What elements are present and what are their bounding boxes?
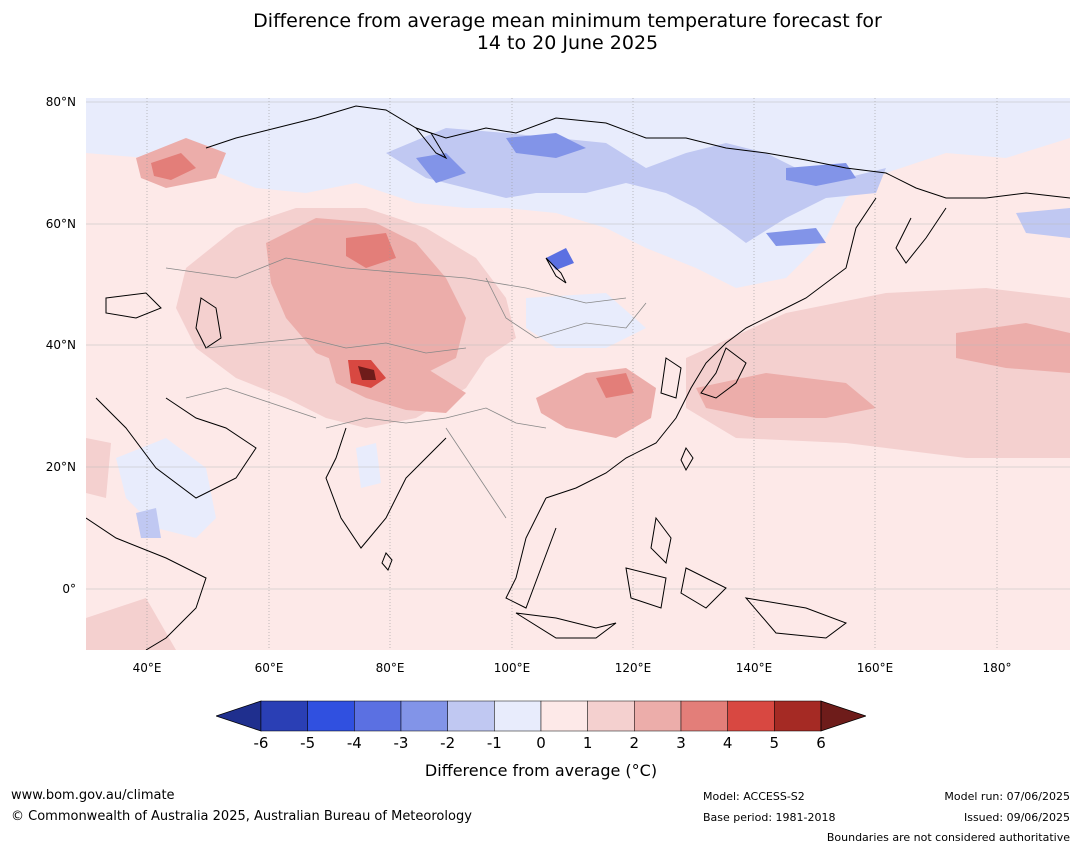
lat-label-20n: 20°N bbox=[45, 460, 76, 474]
cool-region-india bbox=[356, 443, 381, 488]
cool-region-mongolia bbox=[526, 293, 646, 348]
lon-label-180: 180° bbox=[982, 661, 1012, 675]
colorbar-tick-label: 1 bbox=[582, 734, 593, 752]
colorbar-segments bbox=[216, 700, 866, 732]
colorbar-tick-label: -5 bbox=[300, 734, 316, 752]
colorbar-segment bbox=[680, 700, 728, 732]
footer-base-period: Base period: 1981-2018 bbox=[703, 811, 836, 824]
footer-model: Model: ACCESS-S2 bbox=[703, 790, 805, 803]
colorbar-tick-label: 4 bbox=[722, 734, 733, 752]
colorbar-segment bbox=[587, 700, 635, 732]
colorbar-segment bbox=[354, 700, 402, 732]
colorbar-max-extension bbox=[820, 700, 866, 732]
warm-region-scandinavia-2 bbox=[151, 153, 196, 180]
lon-label-40e: 40°E bbox=[132, 661, 162, 675]
colorbar-tick-label: -6 bbox=[253, 734, 269, 752]
warm-region-africa bbox=[86, 598, 176, 650]
lon-label-140e: 140°E bbox=[735, 661, 773, 675]
forecast-map bbox=[86, 98, 1070, 650]
cool-region-siberia-2 bbox=[416, 153, 466, 183]
latitude-gridlines bbox=[86, 101, 1070, 590]
cool-region-siberia-4 bbox=[786, 163, 856, 186]
colorbar-segment bbox=[400, 700, 448, 732]
lat-label-80n: 80°N bbox=[45, 95, 76, 109]
country-borders bbox=[165, 257, 647, 519]
colorbar-tick-label: -1 bbox=[486, 734, 502, 752]
footer-website: www.bom.gov.au/climate bbox=[11, 788, 175, 803]
warm-region-china-east-2 bbox=[596, 373, 634, 398]
footer-disclaimer: Boundaries are not considered authoritat… bbox=[826, 831, 1070, 844]
cool-region-siberia-3 bbox=[506, 133, 586, 158]
coastlines bbox=[86, 105, 1070, 650]
colorbar-segment bbox=[494, 700, 542, 732]
colorbar bbox=[216, 700, 866, 732]
colorbar-tick-label: 2 bbox=[629, 734, 640, 752]
lon-label-120e: 120°E bbox=[614, 661, 652, 675]
colorbar-segment bbox=[307, 700, 355, 732]
warm-region-red-sea bbox=[86, 438, 111, 498]
colorbar-tick-label: 5 bbox=[769, 734, 780, 752]
colorbar-tick-label: 0 bbox=[536, 734, 546, 752]
footer-issued: Issued: 09/06/2025 bbox=[963, 811, 1070, 824]
colorbar-tick-label: 3 bbox=[676, 734, 686, 752]
colorbar-segment bbox=[540, 700, 588, 732]
lat-label-0: 0° bbox=[62, 582, 76, 596]
colorbar-segment bbox=[447, 700, 495, 732]
warm-region-tibet-3 bbox=[358, 366, 376, 380]
footer-copyright: © Commonwealth of Australia 2025, Austra… bbox=[11, 809, 472, 824]
lon-label-80e: 80°E bbox=[375, 661, 405, 675]
colorbar-min-extension bbox=[216, 700, 262, 732]
lon-label-100e: 100°E bbox=[493, 661, 531, 675]
footer-model-run: Model run: 07/06/2025 bbox=[944, 790, 1070, 803]
colorbar-label: Difference from average (°C) bbox=[424, 761, 658, 780]
chart-title: Difference from average mean minimum tem… bbox=[0, 10, 1081, 54]
colorbar-segment bbox=[727, 700, 775, 732]
warm-region-pacific-2 bbox=[696, 373, 876, 418]
lon-label-60e: 60°E bbox=[254, 661, 284, 675]
colorbar-segment bbox=[774, 700, 822, 732]
cool-region-siberia-1 bbox=[386, 128, 886, 243]
warm-region-central-asia-3 bbox=[346, 233, 396, 268]
colorbar-tick-label: -2 bbox=[440, 734, 456, 752]
title-line-2: 14 to 20 June 2025 bbox=[476, 32, 659, 54]
warm-region-pacific-3 bbox=[956, 323, 1070, 373]
lon-label-160e: 160°E bbox=[856, 661, 894, 675]
warm-region-central-asia-2 bbox=[266, 218, 466, 378]
colorbar-tick-label: -4 bbox=[346, 734, 362, 752]
cool-region-arabia-2 bbox=[136, 508, 161, 538]
cool-region-east-pacific bbox=[1016, 208, 1070, 238]
colorbar-segment bbox=[260, 700, 308, 732]
map-canvas bbox=[86, 98, 1070, 650]
lat-label-60n: 60°N bbox=[45, 217, 76, 231]
colorbar-segment bbox=[634, 700, 682, 732]
lat-label-40n: 40°N bbox=[45, 338, 76, 352]
cool-region-siberia-5 bbox=[766, 228, 826, 246]
colorbar-tick-label: -3 bbox=[393, 734, 409, 752]
colorbar-tick-label: 6 bbox=[816, 734, 826, 752]
title-line-1: Difference from average mean minimum tem… bbox=[253, 10, 882, 32]
